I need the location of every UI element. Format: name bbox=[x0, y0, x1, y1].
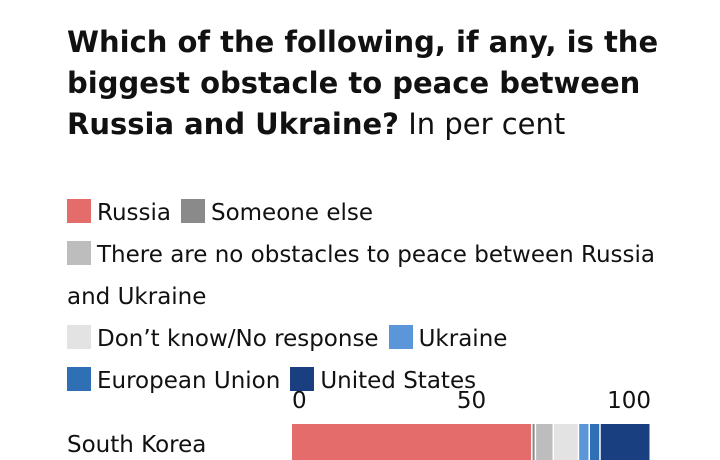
bar-segment bbox=[532, 424, 535, 460]
legend-item: Someone else bbox=[180, 192, 373, 234]
legend: Russia Someone else There are no obstacles… bbox=[67, 192, 667, 402]
legend-label: Ukraine bbox=[418, 326, 508, 352]
x-tick-label: 0 bbox=[292, 388, 307, 414]
chart-subtitle: In per cent bbox=[408, 107, 566, 141]
bar-segment bbox=[554, 424, 578, 460]
legend-swatch bbox=[290, 367, 315, 391]
legend-swatch bbox=[67, 325, 91, 349]
x-tick-label: 100 bbox=[607, 388, 651, 414]
legend-swatch bbox=[67, 367, 91, 391]
bar-segment bbox=[536, 424, 553, 460]
legend-swatch bbox=[388, 325, 413, 349]
legend-label: European Union bbox=[97, 368, 281, 394]
legend-swatch bbox=[67, 199, 91, 223]
bar-segment bbox=[589, 424, 600, 460]
legend-label: There are no obstacles to peace between … bbox=[67, 242, 655, 310]
legend-label: Don’t know/No response bbox=[97, 326, 379, 352]
legend-item: Don’t know/No response bbox=[67, 318, 379, 360]
legend-item: United States bbox=[290, 360, 476, 402]
legend-label: Someone else bbox=[210, 200, 373, 226]
legend-swatch bbox=[67, 241, 91, 265]
category-label: South Korea bbox=[67, 432, 206, 458]
legend-item: Russia bbox=[67, 192, 171, 234]
legend-item: Ukraine bbox=[388, 318, 508, 360]
x-tick-label: 50 bbox=[457, 388, 486, 414]
bar-segment bbox=[600, 424, 650, 460]
bar-segment bbox=[292, 424, 532, 460]
legend-item: There are no obstacles to peace between … bbox=[67, 234, 657, 318]
legend-swatch bbox=[180, 199, 205, 223]
legend-label: Russia bbox=[97, 200, 171, 226]
chart-title: Which of the following, if any, is the b… bbox=[67, 22, 687, 145]
bar-segment bbox=[579, 424, 589, 460]
chart-title-text: Which of the following, if any, is the b… bbox=[67, 25, 659, 141]
legend-item: European Union bbox=[67, 360, 280, 402]
stacked-bar-chart: 0 50 100 South Korea bbox=[67, 388, 651, 460]
legend-label: United States bbox=[320, 368, 477, 394]
